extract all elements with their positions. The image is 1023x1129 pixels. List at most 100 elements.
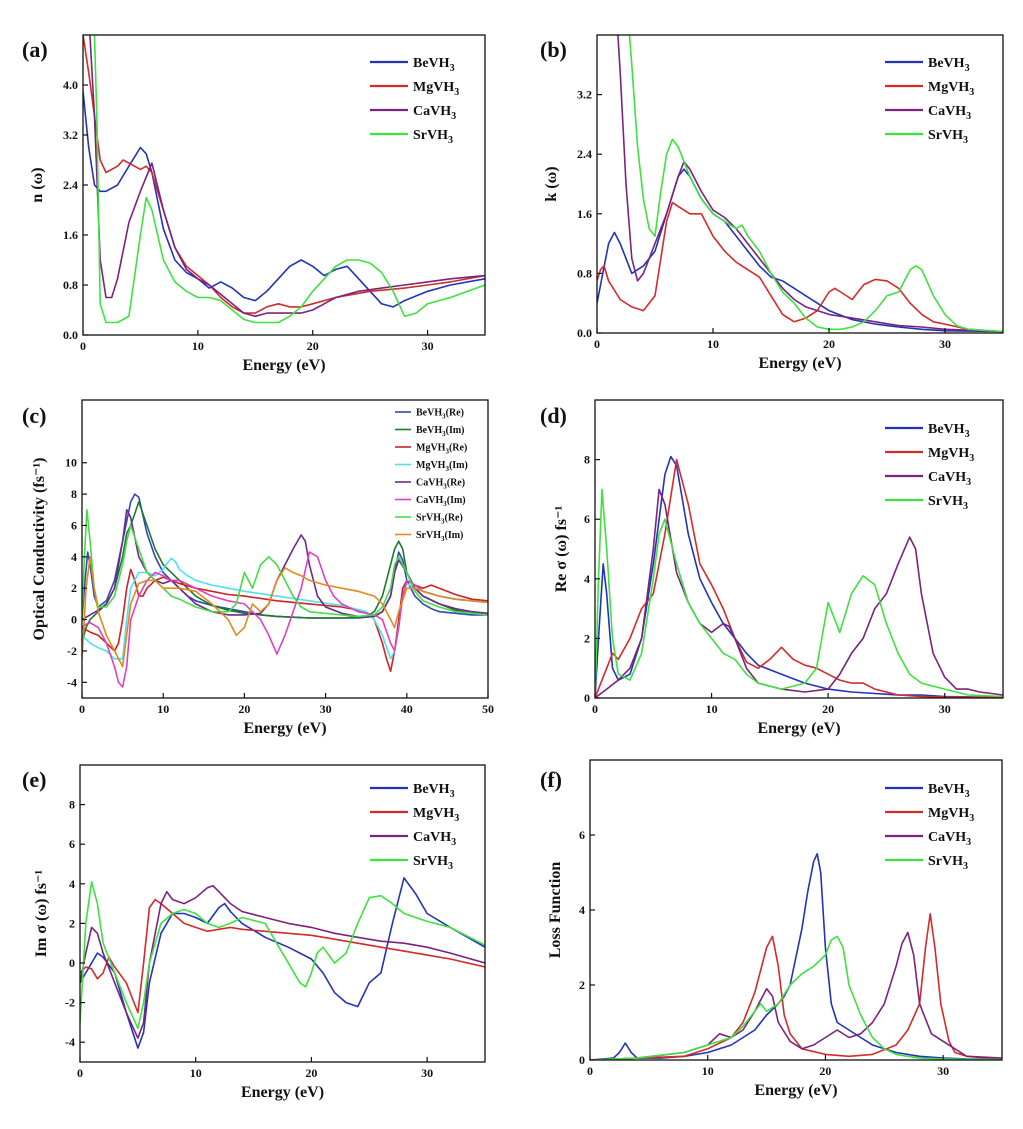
series-line-mgvh3re xyxy=(82,568,488,673)
panel-label: (d) xyxy=(540,403,567,428)
legend-label-subscript: 3 xyxy=(445,465,449,473)
series-line-cavh3 xyxy=(80,884,485,1039)
legend-label-base: BeVH xyxy=(928,56,965,71)
series-group xyxy=(590,852,1002,1060)
y-tick-label: 2.4 xyxy=(577,147,592,161)
legend-label-subscript: 3 xyxy=(442,430,446,438)
legend-label: MgVH3 xyxy=(413,80,459,98)
x-tick-label: 10 xyxy=(190,1066,202,1080)
x-tick-label: 50 xyxy=(482,702,494,716)
x-tick-label: 20 xyxy=(305,1066,317,1080)
legend-label: CaVH3 xyxy=(928,470,971,488)
legend-label: BeVH3(Re) xyxy=(416,408,464,421)
legend-label: CaVH3(Im) xyxy=(416,495,466,508)
legend-label-subscript: 3 xyxy=(441,535,445,543)
legend-label-subscript: 3 xyxy=(966,111,971,122)
legend-label: SrVH3 xyxy=(928,854,968,872)
legend-label: SrVH3 xyxy=(413,128,453,146)
y-tick-label: 2 xyxy=(584,631,590,645)
legend-label-base: CaVH xyxy=(416,495,443,506)
legend-label-subscript: 3 xyxy=(441,518,445,526)
panel-label: (a) xyxy=(22,37,48,62)
y-tick-label: 8 xyxy=(69,798,75,812)
legend-label-suffix: (Re) xyxy=(449,443,467,454)
legend-label-subscript: 3 xyxy=(965,789,970,800)
y-tick-label: 0 xyxy=(71,613,77,627)
legend-label-base: BeVH xyxy=(928,782,965,797)
legend-label: CaVH3 xyxy=(928,830,971,848)
legend-label: MgVH3 xyxy=(928,806,974,824)
legend-label: CaVH3 xyxy=(928,104,971,122)
legend-label-suffix: (Im) xyxy=(447,495,466,506)
y-tick-label: 2 xyxy=(69,916,75,930)
series-group xyxy=(595,455,1003,698)
series-line-srvh3re xyxy=(82,508,488,620)
legend-label-subscript: 3 xyxy=(963,501,968,512)
x-tick-label: 10 xyxy=(706,702,718,716)
x-axis-title: Energy (eV) xyxy=(241,1084,324,1101)
legend-label-subscript: 3 xyxy=(963,135,968,146)
legend-label-subscript: 3 xyxy=(963,861,968,872)
series-line-srvh3 xyxy=(628,35,1003,333)
legend-label-suffix: (Re) xyxy=(445,513,463,524)
plot-frame xyxy=(81,399,489,699)
legend-label: SrVH3 xyxy=(413,854,453,872)
y-axis-title: n (ω) xyxy=(29,167,46,202)
x-tick-label: 30 xyxy=(939,702,951,716)
y-tick-label: 4.0 xyxy=(63,78,78,92)
x-tick-label: 10 xyxy=(157,702,169,716)
legend-label-subscript: 3 xyxy=(451,837,456,848)
series-line-bevh3 xyxy=(590,852,1002,1060)
legend-label-base: SrVH xyxy=(928,854,963,869)
panel-a: 0 10 20 30 0.0 0.8 1.6 2.4 3.2 4.0 (a) Energy (eV) n… xyxy=(22,34,486,374)
series-line-bevh3 xyxy=(595,455,1003,698)
legend-label-subscript: 3 xyxy=(443,500,447,508)
legend-label-base: SrVH xyxy=(416,530,441,541)
legend-label: SrVH3(Re) xyxy=(416,513,463,526)
legend-label: BeVH3 xyxy=(928,422,970,440)
legend-label-base: BeVH xyxy=(416,408,442,419)
x-tick-label: 20 xyxy=(822,702,834,716)
y-tick-label: 1.6 xyxy=(63,228,78,242)
legend-label: MgVH3 xyxy=(413,806,459,824)
legend-label-subscript: 3 xyxy=(450,63,455,74)
legend-label-subscript: 3 xyxy=(454,813,459,824)
series-line-mgvh3 xyxy=(595,458,1003,698)
legend-label: MgVH3(Im) xyxy=(416,460,468,473)
legend-label-base: SrVH xyxy=(928,494,963,509)
series-group xyxy=(80,877,485,1049)
legend-label-base: BeVH xyxy=(413,56,450,71)
legend-label: BeVH3(Im) xyxy=(416,425,465,438)
series-line-mgvh3 xyxy=(597,201,1003,333)
series-line-srvh3im xyxy=(82,555,488,668)
legend-label-base: CaVH xyxy=(928,830,966,845)
legend-label-base: MgVH xyxy=(413,80,454,95)
x-axis-title: Energy (eV) xyxy=(754,1082,837,1099)
legend-label: SrVH3(Im) xyxy=(416,530,463,543)
legend-label: CaVH3 xyxy=(413,830,456,848)
y-tick-label: 8 xyxy=(71,487,77,501)
panel-label: (f) xyxy=(540,767,562,792)
legend-label-base: MgVH xyxy=(928,446,969,461)
series-line-srvh3 xyxy=(595,488,1003,698)
y-tick-label: 0 xyxy=(69,956,75,970)
legend-label-suffix: (Re) xyxy=(447,478,465,489)
x-tick-label: 30 xyxy=(422,339,434,353)
x-tick-label: 20 xyxy=(819,1064,831,1078)
y-tick-label: 3.2 xyxy=(63,128,78,142)
y-tick-label: 6 xyxy=(579,828,585,842)
x-tick-label: 20 xyxy=(307,339,319,353)
series-line-srvh3 xyxy=(80,880,485,1030)
series-line-bevh3 xyxy=(597,168,1003,333)
x-axis-title: Energy (eV) xyxy=(242,357,325,374)
legend-label-base: CaVH xyxy=(928,470,966,485)
y-tick-label: 10 xyxy=(65,456,77,470)
x-tick-label: 30 xyxy=(939,337,951,351)
legend-label-subscript: 3 xyxy=(966,837,971,848)
series-group xyxy=(82,493,488,688)
x-tick-label: 20 xyxy=(823,337,835,351)
y-tick-label: -2 xyxy=(67,644,77,658)
